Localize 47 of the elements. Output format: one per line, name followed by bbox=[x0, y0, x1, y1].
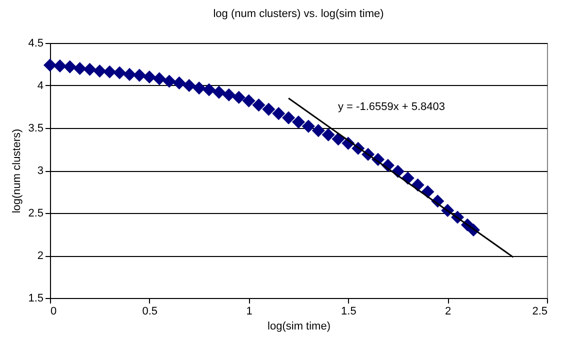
point bbox=[192, 82, 206, 95]
point bbox=[162, 74, 176, 88]
point bbox=[242, 94, 256, 108]
point bbox=[63, 60, 76, 74]
point bbox=[132, 68, 146, 82]
point bbox=[43, 58, 57, 72]
point bbox=[103, 65, 116, 78]
point bbox=[282, 111, 296, 124]
y-tick-label: 2.5 bbox=[28, 208, 44, 220]
x-tick-label: 0.5 bbox=[142, 306, 158, 318]
x-tick-label: 0 bbox=[50, 306, 57, 318]
point bbox=[53, 59, 66, 72]
point bbox=[312, 124, 325, 138]
point bbox=[83, 62, 96, 76]
x-tick-label: 1.5 bbox=[341, 306, 356, 318]
point bbox=[202, 83, 216, 96]
point bbox=[302, 120, 315, 133]
point bbox=[113, 66, 126, 80]
point bbox=[322, 128, 335, 142]
y-tick-label: 1.5 bbox=[28, 292, 44, 304]
point bbox=[232, 90, 246, 104]
y-tick-label: 3 bbox=[37, 165, 44, 177]
x-tick-label: 1 bbox=[246, 306, 252, 318]
point bbox=[142, 70, 156, 84]
chart-title: log (num clusters) vs. log(sim time) bbox=[213, 8, 384, 20]
point bbox=[152, 72, 166, 86]
x-axis-title: log(sim time) bbox=[268, 320, 330, 332]
point bbox=[172, 76, 186, 90]
point bbox=[332, 132, 345, 146]
annotation: y = -1.6559x + 5.8403 bbox=[338, 101, 446, 113]
point bbox=[123, 68, 136, 81]
y-tick-label: 4.5 bbox=[28, 38, 44, 50]
point bbox=[292, 116, 306, 129]
point bbox=[222, 88, 236, 102]
point bbox=[252, 98, 266, 112]
x-tick-label: 2 bbox=[445, 306, 452, 318]
point bbox=[272, 107, 286, 120]
y-tick-label: 3.5 bbox=[28, 122, 44, 134]
y-tick-label: 4 bbox=[37, 80, 44, 92]
point bbox=[262, 102, 276, 116]
x-tick-label: 2.5 bbox=[532, 306, 548, 318]
point bbox=[212, 86, 226, 99]
point bbox=[73, 62, 86, 76]
point bbox=[93, 64, 106, 78]
y-axis-title: log(num clusters) bbox=[11, 128, 24, 214]
y-tick-label: 2 bbox=[37, 250, 44, 262]
point bbox=[182, 78, 196, 92]
